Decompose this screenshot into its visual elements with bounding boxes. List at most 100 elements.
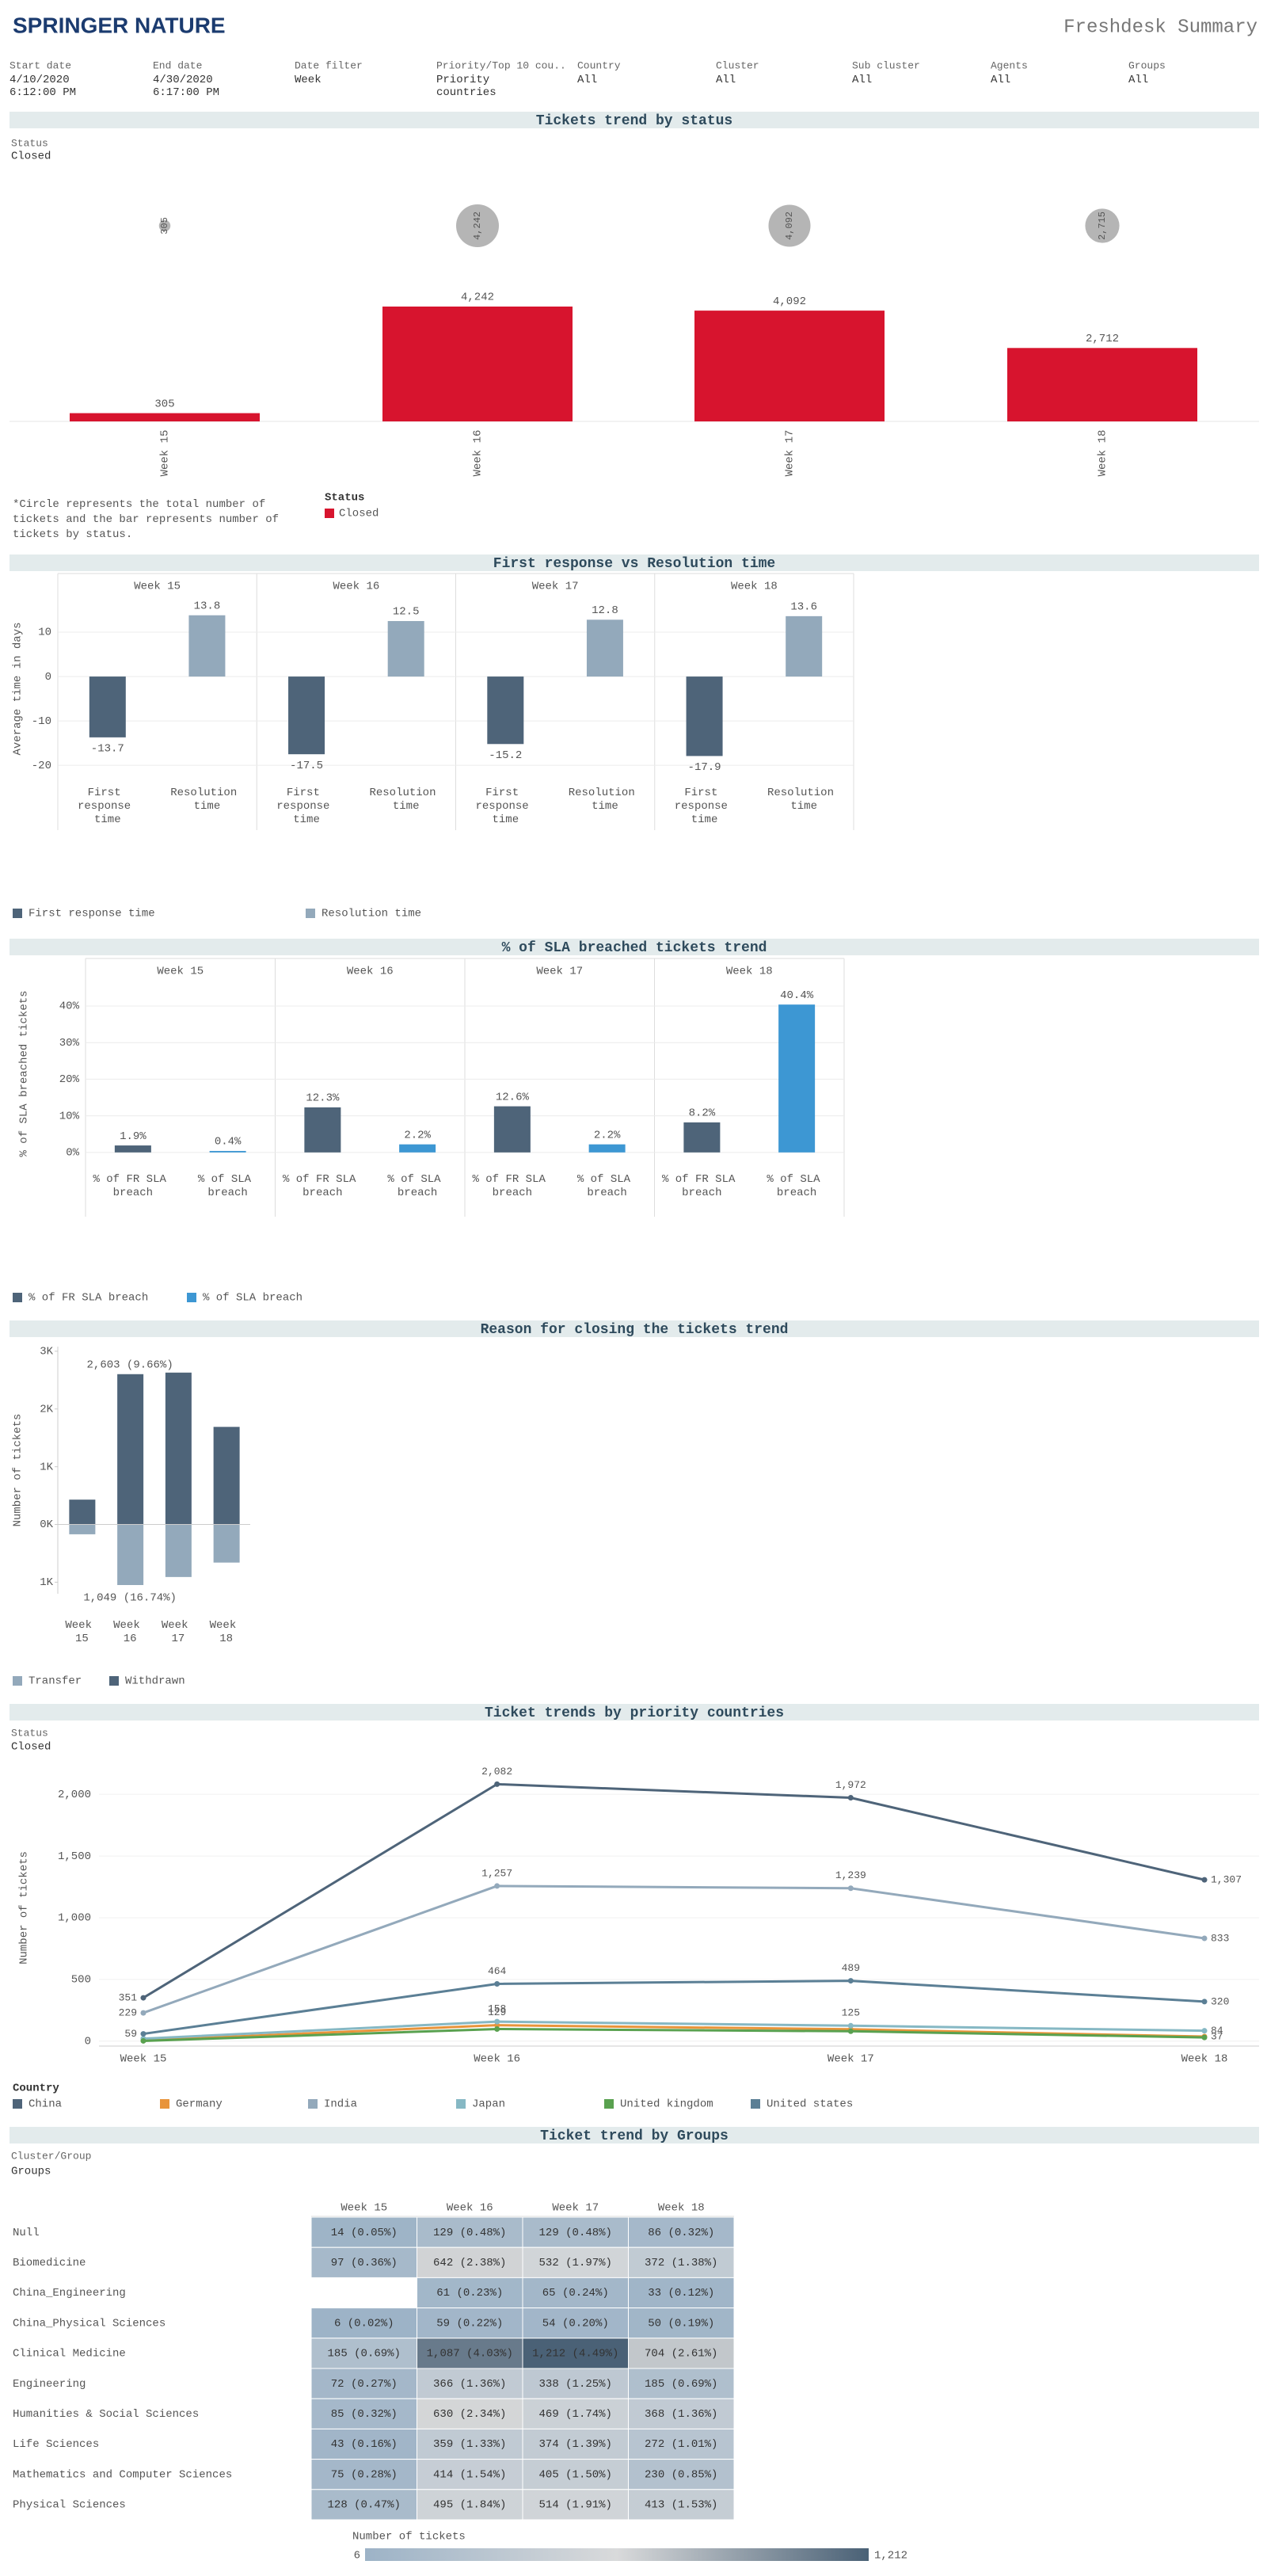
x-tick-label: Resolution time [569,787,641,813]
cell-label: 97 (0.36%) [331,2257,398,2269]
point-label: 2,082 [481,1766,512,1778]
y-tick-label: 0% [66,1147,79,1160]
point-label: 1,257 [481,1867,512,1879]
panel-header: Week 17 [536,966,583,978]
filter-value: All [716,74,736,86]
point [140,2010,146,2016]
bar [117,1524,144,1585]
point [847,1885,854,1892]
bar [209,1150,246,1153]
y-axis-label: Number of tickets [12,1414,25,1527]
bar [588,1144,626,1153]
x-tick-label: % of FR SLA breach [472,1173,552,1199]
y-tick-label: 10 [38,627,51,639]
cell-label: 338 (1.25%) [539,2378,612,2391]
bar [586,619,623,677]
cell [522,2398,629,2429]
cell [522,2428,629,2460]
filter-label: Agents [991,59,1028,71]
x-tick-label: % of SLA breach [577,1173,637,1199]
total-label: 2,715 [1097,211,1108,240]
section-bar [10,554,1259,571]
colorbar-max: 1,212 [874,2550,907,2563]
section-bar [10,939,1259,955]
cell-label: 642 (2.38%) [433,2257,506,2269]
legend-swatch [187,1293,196,1302]
total-label: 4,242 [472,211,483,240]
x-tick-label: Resolution time [369,787,442,813]
panel-header: Week 17 [532,581,579,593]
cell [522,2307,629,2339]
y-tick-label: -20 [32,760,51,772]
legend-swatch [306,909,315,918]
cell-label: 72 (0.27%) [331,2378,398,2391]
row-label: Life Sciences [13,2438,99,2451]
point-label: 1,972 [835,1779,866,1791]
bar [165,1372,192,1525]
point [1201,1935,1208,1942]
bar [493,1106,531,1153]
cell-label: 75 (0.28%) [331,2468,398,2481]
filter-value: Priority countries [436,74,497,99]
filter-value: All [852,74,872,86]
cell [310,2338,417,2369]
point [847,1795,854,1801]
point-label: 489 [842,1962,860,1974]
section-title: Tickets trend by status [536,113,732,129]
point [847,2028,854,2034]
cell-label: 85 (0.32%) [331,2408,398,2421]
x-tick-label: Week 16 [472,430,485,477]
filter-label: Groups [1128,59,1166,71]
bar-label: 12.6% [496,1091,530,1103]
total-circle [768,204,811,247]
point-label: 1,307 [1211,1874,1242,1886]
bar [387,621,424,677]
filter-value: Closed [11,1741,51,1754]
legend-label: China [29,2098,62,2111]
x-tick-label: Week 15 [65,1619,98,1645]
point-label: 129 [488,2006,506,2018]
legend-swatch [751,2099,760,2109]
dashboard-title: Freshdesk Summary [1063,17,1257,38]
section-bar [10,1320,1259,1337]
table-label: Cluster/Group [11,2150,91,2162]
cell-label: 61 (0.23%) [436,2287,503,2300]
cell [628,2368,735,2399]
bar-label: 2,603 (9.66%) [87,1358,173,1371]
cell [628,2246,735,2278]
bar-label: 40.4% [780,989,814,1002]
x-tick-label: First response time [78,787,138,826]
cell-label: 630 (2.34%) [433,2408,506,2421]
point-label: 833 [1211,1932,1229,1944]
point [140,2037,146,2044]
cell [310,2216,417,2248]
y-axis-label: % of SLA breached tickets [18,990,31,1157]
cell [310,2398,417,2429]
colorbar-title: Number of tickets [352,2531,466,2544]
cell [522,2216,629,2248]
panel-header: Week 18 [726,966,773,978]
y-tick-label: 0 [85,2035,91,2048]
line [143,2020,1205,2041]
note: *Circle represents the total number of t… [13,498,285,541]
y-tick-label: 1,500 [58,1850,91,1863]
cell [628,2307,735,2339]
y-tick-label: 1K [40,1576,53,1589]
filter-label: Status [11,137,48,149]
bar [213,1427,240,1525]
legend-label: Transfer [29,1675,82,1688]
filter-label: Status [11,1727,48,1739]
table-label: Groups [11,2166,51,2178]
cell-label: 65 (0.24%) [542,2287,609,2300]
x-tick-label: Week 18 [1181,2053,1228,2066]
cell [417,2216,523,2248]
line [143,2024,1205,2042]
row-label: China_Physical Sciences [13,2317,166,2330]
legend-swatch [325,509,334,518]
legend-label: Japan [472,2098,505,2111]
y-axis-label: Average time in days [12,622,25,755]
point-label: 229 [119,2007,137,2019]
x-tick-label: Week 17 [784,430,797,477]
legend-label: Germany [176,2098,223,2111]
point [847,1978,854,1984]
